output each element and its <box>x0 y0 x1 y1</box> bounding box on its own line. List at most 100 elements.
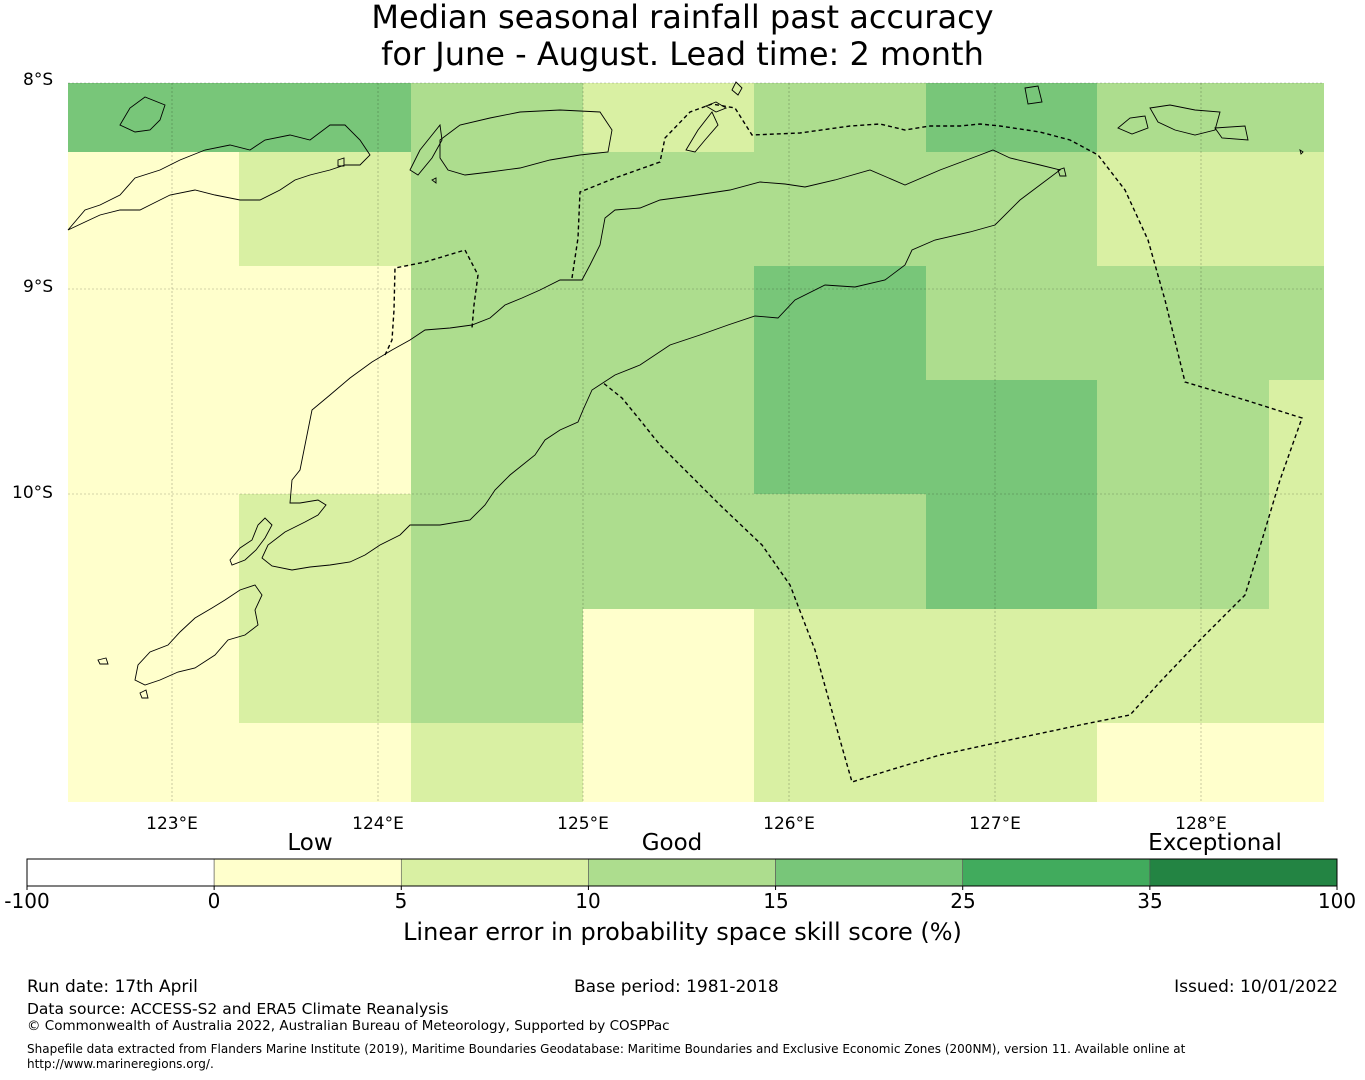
colorbar-label-exceptional: Exceptional <box>1148 830 1282 856</box>
grid-cell <box>411 609 583 723</box>
lat-label-8s: 8°S <box>23 70 54 90</box>
base-period: Base period: 1981-2018 <box>574 977 779 997</box>
grid-cell <box>583 380 754 494</box>
colorbar-swatch <box>213 858 402 887</box>
grid-cell <box>926 83 1097 152</box>
grid-cell <box>68 723 239 802</box>
grid-cell <box>68 380 239 494</box>
colorbar-tick: 5 <box>394 889 408 913</box>
atauro-coast <box>685 111 719 153</box>
grid-cell <box>239 494 411 609</box>
issued-date: Issued: 10/01/2022 <box>1174 977 1338 997</box>
grid-cell <box>754 494 926 609</box>
grid-cell <box>583 152 754 266</box>
grid-cell <box>1269 380 1324 494</box>
grid-cell <box>583 494 754 609</box>
grid-cell <box>754 609 926 723</box>
grid-cell <box>239 266 411 380</box>
grid-cell <box>754 152 926 266</box>
colorbar-tick: 100 <box>1317 889 1357 913</box>
sawu-island-coast <box>134 584 263 686</box>
colorbar-swatch <box>1149 858 1338 887</box>
grid-cell <box>239 83 411 152</box>
colorbar-tick: -100 <box>4 889 50 913</box>
flores-coast <box>67 124 371 231</box>
colorbar-label-low: Low <box>287 830 333 856</box>
lon-label-128e: 128°E <box>1175 814 1227 834</box>
colorbar-swatch <box>400 858 589 887</box>
grid-cell <box>1269 83 1324 152</box>
timor-island-coast <box>261 149 1062 571</box>
grid-cell <box>754 83 926 152</box>
grid-cell <box>68 609 239 723</box>
grid-cell <box>68 152 239 266</box>
colorbar-tick: 15 <box>763 889 789 913</box>
maritime-boundaries <box>384 103 1303 783</box>
colorbar-tick: 10 <box>575 889 601 913</box>
grid-cell <box>754 723 926 802</box>
grid-cell <box>411 380 583 494</box>
colorbar-label-good: Good <box>641 830 703 856</box>
grid-cell <box>68 83 239 152</box>
grid-cell <box>239 723 411 802</box>
grid-cell <box>583 266 754 380</box>
grid-cell <box>583 83 754 152</box>
grid-cell <box>1269 266 1324 380</box>
grid-cell <box>1097 83 1269 152</box>
grid-cell <box>239 609 411 723</box>
skill-grid <box>68 83 1324 802</box>
wetar-coast <box>439 109 613 176</box>
run-date: Run date: 17th April <box>27 977 198 997</box>
grid-cell <box>1097 266 1269 380</box>
colorbar-tick: 35 <box>1137 889 1163 913</box>
colorbar-title: Linear error in probability space skill … <box>403 918 962 946</box>
lon-label-125e: 125°E <box>557 814 609 834</box>
grid-cell <box>754 266 926 380</box>
grid-cell <box>1097 609 1269 723</box>
grid-cell <box>1269 152 1324 266</box>
grid-cell <box>411 266 583 380</box>
colorbar-tick: 25 <box>950 889 976 913</box>
grid-cell <box>754 380 926 494</box>
lon-label-124e: 124°E <box>352 814 404 834</box>
map-title-line2: for June - August. Lead time: 2 month <box>381 35 984 73</box>
grid-cell <box>1269 723 1324 802</box>
lat-label-10s: 10°S <box>12 483 53 503</box>
leti-coast <box>1149 104 1221 136</box>
colorbar-swatch <box>26 858 215 887</box>
grid-cell <box>1097 152 1269 266</box>
grid-cell <box>926 609 1097 723</box>
colorbar-swatch <box>588 858 776 887</box>
shapefile-credit-line1: Shapefile data extracted from Flanders M… <box>27 1042 1186 1056</box>
colorbar-swatch <box>962 858 1151 887</box>
grid-cell <box>411 494 583 609</box>
eez-boundary-north <box>571 103 1303 783</box>
rote-island-coast <box>229 517 273 566</box>
grid-cell <box>68 494 239 609</box>
grid-cell <box>583 723 754 802</box>
map-title-line1: Median seasonal rainfall past accuracy <box>371 0 994 36</box>
grid-cell <box>1097 494 1269 609</box>
eez-boundary-oecusse <box>384 249 479 356</box>
colorbar-tick: 0 <box>207 889 221 913</box>
grid-cell <box>411 723 583 802</box>
graticule <box>68 82 1324 802</box>
grid-cell <box>926 380 1097 494</box>
copyright: © Commonwealth of Australia 2022, Austra… <box>27 1018 670 1034</box>
alor-coast <box>119 96 166 133</box>
grid-cell <box>926 723 1097 802</box>
lat-label-9s: 9°S <box>23 277 54 297</box>
data-source: Data source: ACCESS-S2 and ERA5 Climate … <box>27 1000 449 1018</box>
grid-cell <box>926 494 1097 609</box>
grid-cell <box>583 609 754 723</box>
grid-cell <box>1097 723 1269 802</box>
lon-label-126e: 126°E <box>763 814 815 834</box>
lon-label-123e: 123°E <box>146 814 198 834</box>
grid-cell <box>1269 494 1324 609</box>
colorbar-swatch <box>775 858 964 887</box>
colorbar-border <box>26 858 1338 887</box>
grid-cell <box>926 266 1097 380</box>
grid-cell <box>1269 609 1324 723</box>
